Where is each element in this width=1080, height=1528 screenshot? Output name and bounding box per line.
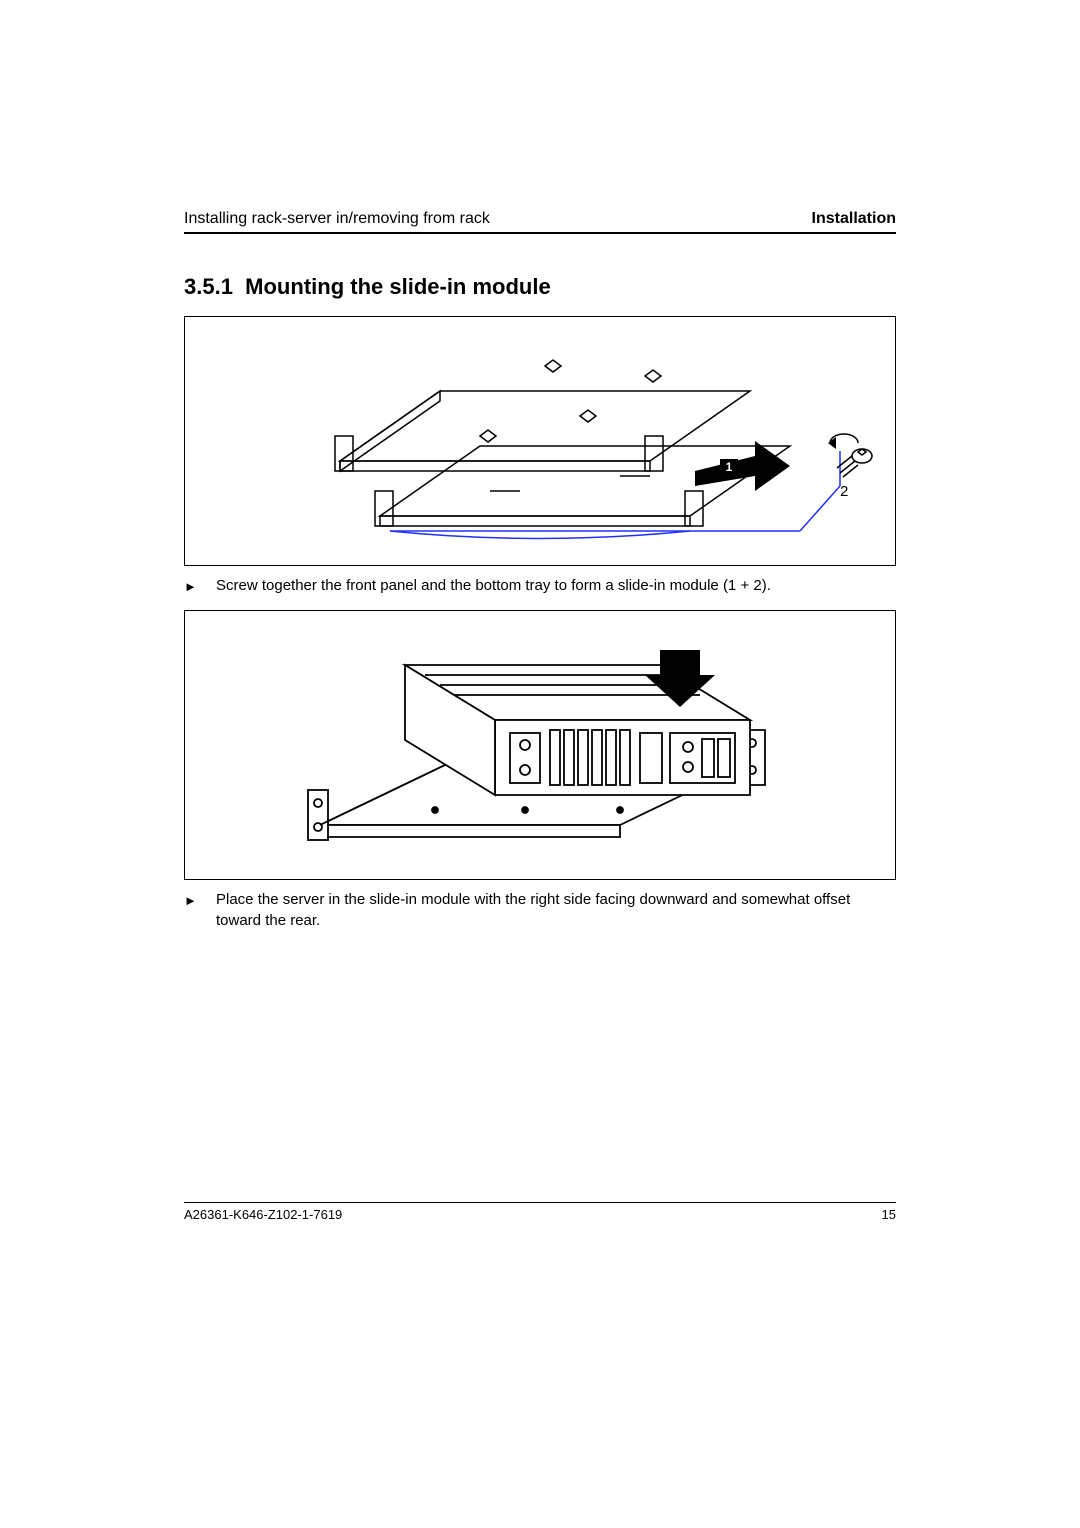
running-header: Installing rack-server in/removing from …: [184, 210, 896, 234]
step-1: ► Screw together the front panel and the…: [184, 576, 896, 596]
page-number: 15: [882, 1207, 896, 1222]
figure-2-svg: [190, 615, 890, 875]
section-title: Mounting the slide-in module: [245, 274, 551, 299]
page-footer: A26361-K646-Z102-1-7619 15: [184, 1202, 896, 1222]
section-number: 3.5.1: [184, 274, 233, 299]
bullet-icon: ►: [184, 576, 198, 596]
figure-1-label-2: 2: [840, 483, 848, 500]
doc-id: A26361-K646-Z102-1-7619: [184, 1207, 342, 1222]
figure-1: 1 2: [184, 316, 896, 566]
section-heading: 3.5.1 Mounting the slide-in module: [184, 274, 896, 300]
header-left: Installing rack-server in/removing from …: [184, 210, 490, 228]
bullet-icon: ►: [184, 890, 198, 931]
step-1-text: Screw together the front panel and the b…: [216, 576, 771, 596]
step-2-text: Place the server in the slide-in module …: [216, 890, 896, 931]
figure-2: [184, 610, 896, 880]
figure-1-svg: 1 2: [190, 321, 890, 561]
content-area: Installing rack-server in/removing from …: [184, 210, 896, 931]
step-2: ► Place the server in the slide-in modul…: [184, 890, 896, 931]
figure-1-label-1: 1: [726, 460, 733, 474]
header-right: Installation: [812, 210, 896, 228]
page: Installing rack-server in/removing from …: [0, 0, 1080, 1528]
